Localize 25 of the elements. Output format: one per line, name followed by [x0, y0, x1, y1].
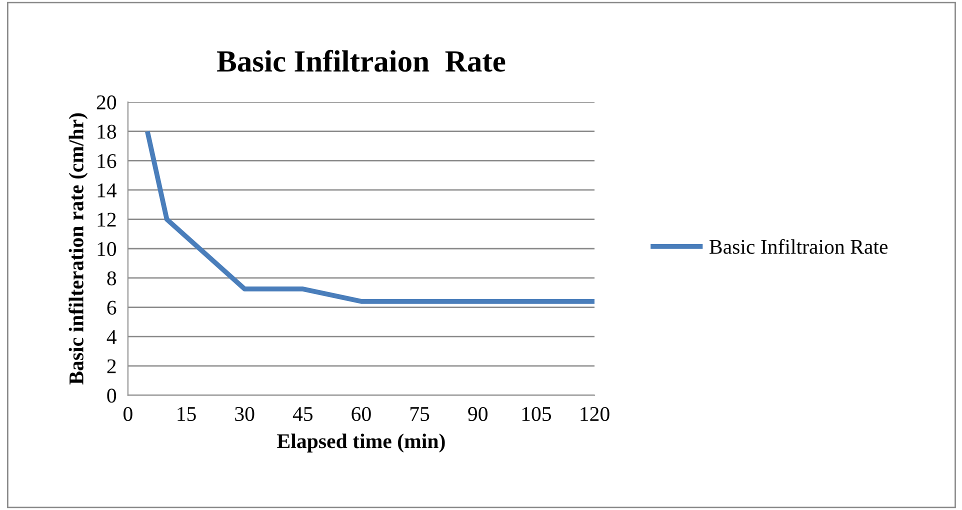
x-tick-label: 60 [352, 406, 371, 422]
x-tick-label: 105 [522, 406, 552, 422]
y-tick-label: 16 [98, 154, 116, 168]
y-tick-label: 4 [106, 330, 117, 344]
y-tick-label: 10 [98, 242, 116, 256]
y-axis-title: Basic infilteration rate (cm/hr) [68, 113, 88, 385]
y-tick-label: 20 [96, 95, 116, 110]
chart-title: Basic Infiltraion Rate [217, 50, 506, 72]
y-tick-label: 18 [98, 124, 116, 139]
x-tick-label: 120 [580, 406, 610, 422]
x-tick-label: 30 [235, 406, 254, 422]
y-tick-label: 6 [107, 300, 116, 315]
x-tick-label: 45 [292, 407, 313, 422]
legend-label: Basic Infiltraion Rate [710, 239, 888, 254]
line-series [144, 128, 595, 304]
y-tick-label: 14 [98, 183, 117, 198]
y-tick-label: 2 [107, 359, 116, 374]
x-axis-title: Elapsed time (min) [277, 434, 445, 452]
y-tick-label: 12 [98, 212, 116, 227]
x-tick-label: 90 [468, 406, 488, 422]
x-tick-label: 15 [178, 407, 196, 422]
x-tick-label: 75 [410, 407, 430, 422]
x-tick-label: 0 [124, 406, 132, 422]
y-tick-label: 0 [107, 388, 116, 403]
y-tick-label: 8 [107, 271, 116, 286]
